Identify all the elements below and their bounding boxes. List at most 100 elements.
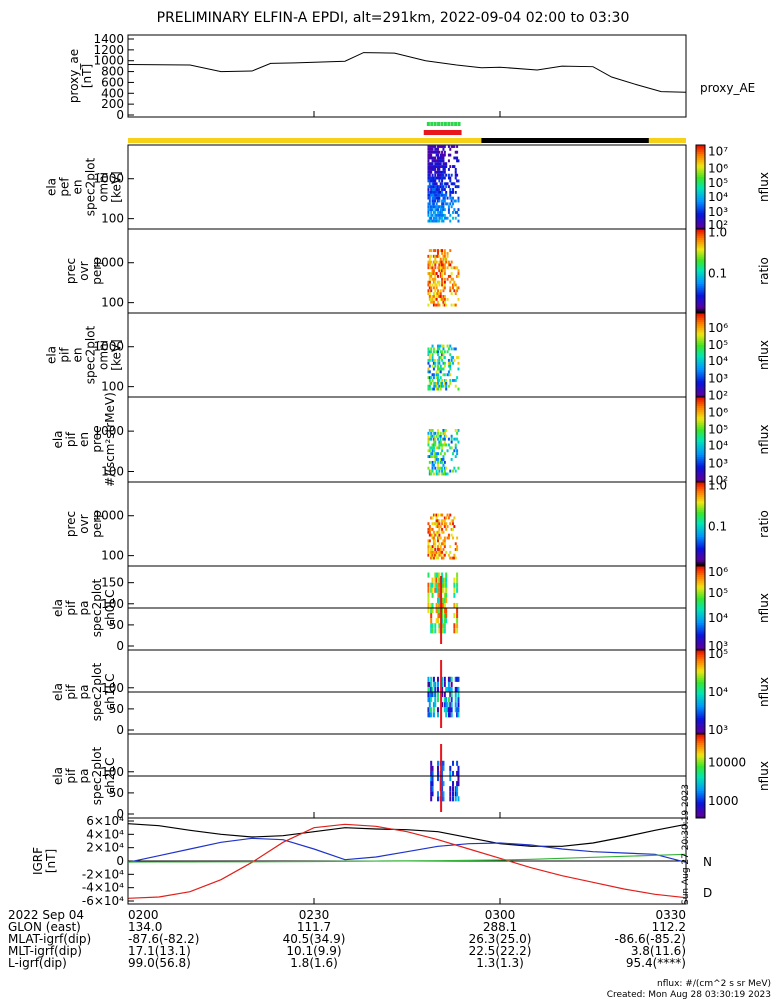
spectrogram-pixel: [456, 587, 459, 593]
ephemeris-time: 0300: [485, 908, 516, 922]
spectrogram-pixel: [431, 469, 434, 473]
colorbar-swatch: [696, 394, 705, 398]
spectrogram-pixel: [457, 686, 460, 692]
spectrogram-pixel: [427, 260, 430, 264]
spectrogram-ylabel: prec: [64, 258, 78, 284]
spectrogram-pixel: [445, 582, 448, 588]
spectrogram-pixel: [443, 277, 446, 281]
colorbar-swatch: [696, 260, 705, 264]
spectrogram-pixel: [434, 272, 437, 275]
spectrogram-pixel: [443, 249, 446, 252]
spectrogram-pixel: [427, 376, 430, 380]
spectrogram-pixel: [443, 469, 446, 473]
spectrogram-ylabel: en: [71, 180, 85, 195]
spectrogram-pixel: [427, 190, 430, 194]
spectrogram-pixel: [443, 213, 446, 217]
spectrogram-pixel: [447, 676, 450, 682]
colorbar-swatch: [696, 610, 705, 613]
spectrogram-ytick-label: 100: [101, 597, 124, 611]
spectrogram-pixel: [437, 458, 440, 461]
spectrogram-pixel: [434, 623, 437, 629]
spectrogram-pixel: [438, 170, 441, 174]
colorbar-swatch: [696, 367, 705, 371]
colorbar-swatch: [696, 264, 705, 268]
spectrogram-pixel: [439, 216, 442, 220]
colorbar-swatch: [696, 742, 705, 745]
spectrogram-pixel: [454, 791, 457, 797]
spectrogram-pixel: [456, 572, 459, 578]
spectrogram-pixel: [431, 446, 434, 450]
spectrogram-pixel: [428, 173, 431, 177]
spectrogram-pixel: [427, 147, 430, 151]
spectrogram-pixel: [434, 297, 437, 301]
spectrogram-pixel: [443, 153, 446, 157]
spectrogram-pixel: [456, 145, 459, 148]
spectrogram-ylabel: perp: [90, 510, 104, 538]
spectrogram-pixel: [431, 373, 434, 377]
spectrogram-pixel: [443, 199, 446, 203]
colorbar-swatch: [696, 660, 705, 664]
spectrogram-pixel: [432, 156, 435, 160]
igrf-series-black: [127, 823, 687, 847]
spectrogram-pixel: [441, 550, 444, 554]
spectrogram-pixel: [442, 165, 445, 168]
colorbar-swatch: [696, 184, 705, 188]
colorbar-swatch: [696, 262, 705, 266]
spectrogram-pixel: [439, 159, 442, 163]
colorbar-tick-label: 10²: [708, 388, 728, 402]
spectrogram-pixel: [430, 205, 433, 209]
spectrogram-pixel: [432, 443, 435, 447]
colorbar-swatch: [696, 428, 705, 432]
spectrogram-pixel: [437, 572, 440, 578]
spectrogram-pixel: [430, 455, 433, 459]
spectrogram-pixel: [431, 202, 434, 206]
created-note: Created: Mon Aug 28 03:30:19 2023: [607, 990, 771, 1000]
colorbar-swatch: [696, 277, 705, 280]
colorbar-swatch: [696, 677, 705, 680]
status-bar-green: [450, 122, 454, 126]
spectrogram-pixel: [427, 539, 430, 543]
ephemeris-value: 10.1(9.9): [286, 944, 341, 958]
spectrogram-pixel: [432, 272, 435, 275]
spectrogram-pixel: [430, 300, 433, 304]
spectrogram-pixel: [441, 460, 444, 464]
spectrogram-pixel: [437, 205, 440, 209]
spectrogram-pixel: [438, 150, 441, 154]
spectrogram-pixel: [439, 274, 442, 278]
spectrogram-pixel: [456, 150, 459, 154]
spectrogram-pixel: [445, 428, 448, 432]
spectrogram-ylabel: pif: [64, 431, 78, 447]
spectrogram-ylabel: ela: [51, 767, 65, 785]
spectrogram-pixel: [454, 176, 457, 180]
colorbar-swatch: [696, 740, 705, 743]
colorbar-swatch: [696, 437, 705, 440]
spectrogram-pixel: [434, 681, 437, 687]
colorbar-swatch: [696, 273, 705, 276]
spectrogram-pixel: [446, 266, 449, 270]
spectrogram-pixel: [434, 452, 437, 456]
spectrogram-pixel: [428, 165, 431, 168]
spectrogram-pixel: [456, 431, 459, 435]
spectrogram-pixel: [438, 384, 441, 388]
spectrogram-pixel: [434, 165, 437, 168]
spectrogram-ytick-label: 0: [116, 639, 124, 653]
spectrogram-pixel: [435, 525, 438, 528]
spectrogram-pixel: [453, 283, 456, 287]
spectrogram-pixel: [456, 770, 459, 776]
spectrogram-pixel: [435, 205, 438, 209]
colorbar-swatch: [696, 805, 705, 808]
spectrogram-pixel: [441, 159, 444, 163]
spectrogram-pixel: [432, 292, 435, 296]
spectrogram-pixel: [452, 379, 455, 382]
colorbar-swatch: [696, 811, 705, 815]
spectrogram-pixel: [438, 205, 441, 209]
spectrogram-pixel: [428, 257, 431, 261]
ephemeris-value: 40.5(34.9): [283, 932, 346, 946]
colorbar-swatch: [696, 620, 705, 624]
colorbar-swatch: [696, 626, 705, 630]
spectrogram-pixel: [427, 176, 430, 180]
spectrogram-pixel: [452, 556, 455, 560]
spectrogram-pixel: [428, 179, 431, 183]
spectrogram-pixel: [446, 707, 449, 713]
